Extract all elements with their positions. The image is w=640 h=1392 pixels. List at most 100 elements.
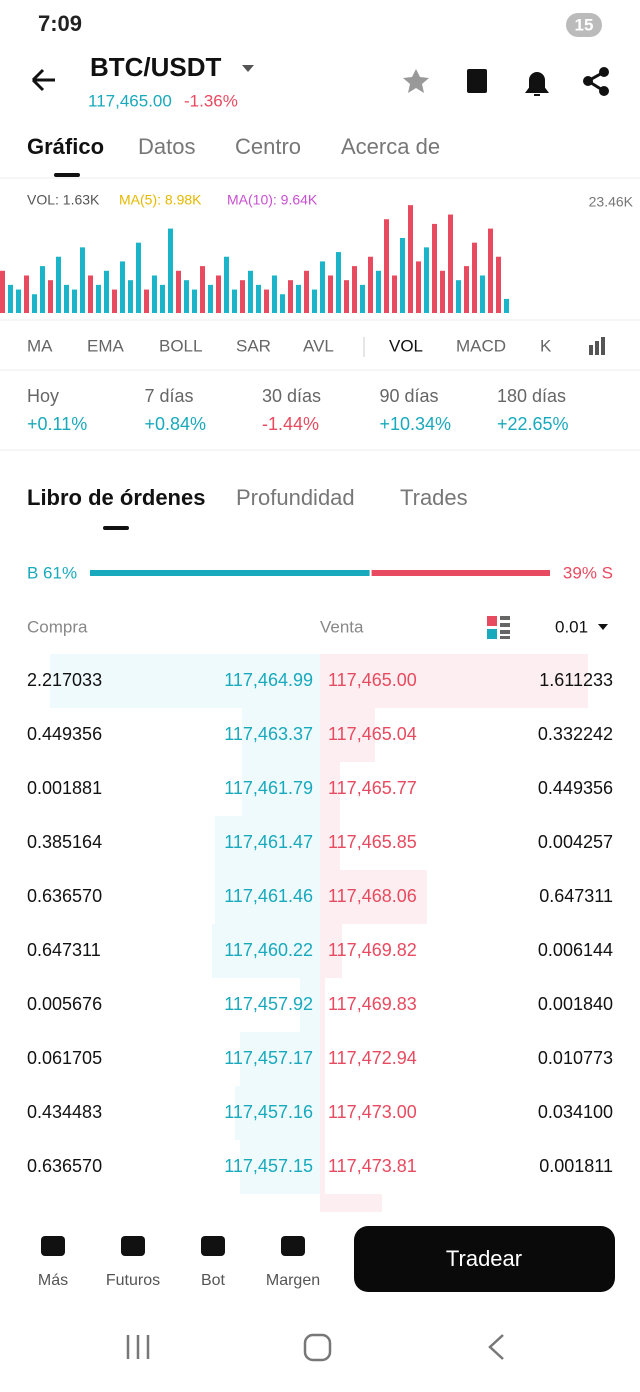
volume-bar [320, 261, 325, 313]
volume-bar [488, 228, 493, 313]
nav-label[interactable]: Margen [266, 1272, 320, 1289]
bid-price: 117,460.22 [224, 940, 313, 960]
bid-depth [212, 924, 320, 978]
favorite[interactable] [403, 69, 429, 93]
volume-bar [160, 284, 165, 313]
battery [566, 13, 602, 37]
period-change: +0.84% [145, 414, 207, 434]
period-label: 180 días [497, 386, 566, 406]
volume-bar [72, 289, 77, 313]
volume-bar [48, 280, 53, 313]
share[interactable] [583, 67, 609, 96]
ask-depth [320, 762, 340, 816]
bid-price: 117,464.99 [224, 670, 313, 690]
volume-bar [352, 266, 357, 313]
bid-price: 117,463.37 [224, 724, 313, 744]
bid-depth [242, 708, 320, 762]
volume-bar [216, 275, 221, 313]
nav-label[interactable]: Futuros [106, 1272, 160, 1289]
indicator[interactable]: MA [27, 336, 53, 355]
period-change: +0.11% [27, 414, 87, 434]
nav-label[interactable]: Más [38, 1272, 68, 1289]
volume-bar [176, 270, 181, 313]
volume-bar [280, 294, 285, 313]
precision-dropdown[interactable] [598, 624, 608, 630]
ma10-label: MA(10): 9.64K [227, 192, 318, 208]
volume-bar [400, 237, 405, 313]
trade-button-label[interactable]: Tradear [446, 1246, 522, 1271]
volume-bar [112, 289, 117, 313]
price: 117,465.00 [88, 91, 172, 110]
tab[interactable]: Centro [235, 134, 301, 159]
volume-bar [336, 252, 341, 313]
tab[interactable]: Acerca de [341, 134, 440, 159]
bid-quantity: 0.636570 [27, 1156, 102, 1176]
bid-price: 117,457.92 [224, 994, 313, 1014]
ask-depth [320, 708, 375, 762]
volume-bar [96, 284, 101, 313]
volume-bar [240, 280, 245, 313]
ask-quantity: 0.001811 [539, 1156, 613, 1176]
notes[interactable] [467, 69, 487, 93]
ask-depth [320, 978, 325, 1032]
buy-ratio: B 61% [27, 563, 77, 582]
nav-icon[interactable] [41, 1236, 65, 1256]
bid-depth [242, 762, 320, 816]
alert[interactable] [525, 72, 549, 96]
indicator[interactable]: BOLL [159, 336, 202, 355]
tab[interactable]: Gráfico [27, 134, 104, 159]
volume-bar [376, 270, 381, 313]
indicator[interactable]: AVL [303, 336, 334, 355]
ask-depth [320, 1032, 325, 1086]
indicator[interactable]: EMA [87, 336, 125, 355]
book-tab[interactable]: Libro de órdenes [27, 485, 205, 510]
volume-bar [0, 270, 5, 313]
ask-price: 117,465.77 [328, 778, 417, 798]
chart-settings[interactable] [589, 337, 605, 355]
volume-bar [496, 256, 501, 313]
nav-icon[interactable] [281, 1236, 305, 1256]
period-label: 90 días [380, 386, 439, 406]
volume-bar [40, 266, 45, 313]
indicator[interactable]: K [540, 336, 552, 355]
book-tab[interactable]: Profundidad [236, 485, 355, 510]
nav-label[interactable]: Bot [201, 1272, 226, 1289]
precision[interactable]: 0.01 [555, 617, 588, 636]
volume-bar [248, 270, 253, 313]
bid-quantity: 0.636570 [27, 886, 102, 906]
layout-toggle[interactable] [487, 616, 510, 639]
volume-bar [312, 289, 317, 313]
volume-bar [232, 289, 237, 313]
bid-depth [240, 1032, 320, 1086]
indicator[interactable]: VOL [389, 336, 423, 355]
volume-bar [136, 242, 141, 313]
trade-button[interactable] [354, 1226, 615, 1292]
volume-bar [368, 256, 373, 313]
volume-bar [256, 284, 261, 313]
ask-quantity: 0.332242 [538, 724, 613, 744]
sell-header: Venta [320, 617, 364, 636]
book-tab[interactable]: Trades [400, 485, 468, 510]
indicator[interactable]: MACD [456, 336, 506, 355]
ask-price: 117,469.83 [328, 994, 417, 1014]
volume-bar [208, 284, 213, 313]
sell-ratio-bar [371, 570, 550, 576]
nav-icon[interactable] [121, 1236, 145, 1256]
pair[interactable]: BTC/USDT [90, 52, 222, 82]
nav-icon[interactable] [201, 1236, 225, 1256]
volume-bar [392, 275, 397, 313]
volume-bar [80, 247, 85, 313]
tab[interactable]: Datos [138, 134, 195, 159]
volume-bar [200, 266, 205, 313]
volume-bar [424, 247, 429, 313]
ask-price: 117,465.00 [328, 670, 417, 690]
back-button[interactable] [31, 68, 55, 92]
indicator[interactable]: SAR [236, 336, 271, 355]
pair-dropdown[interactable] [242, 65, 254, 72]
buy-ratio-bar [90, 570, 370, 576]
bid-quantity: 0.061705 [27, 1048, 102, 1068]
buy-header: Compra [27, 617, 88, 636]
bid-price: 117,461.79 [224, 778, 313, 798]
